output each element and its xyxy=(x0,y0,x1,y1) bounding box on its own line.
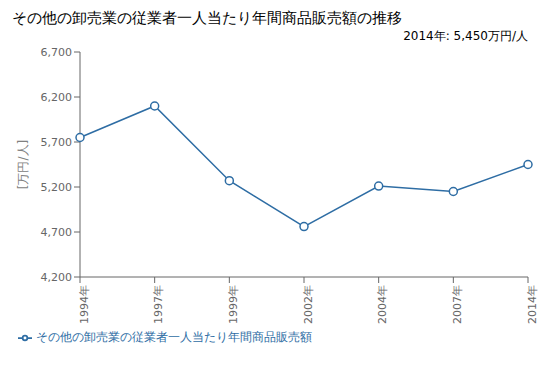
svg-text:5,700: 5,700 xyxy=(41,136,73,149)
svg-text:2004年: 2004年 xyxy=(376,285,389,324)
svg-text:1994年: 1994年 xyxy=(78,285,91,324)
html-text:2014年: 5,450万円/人: 2014年: 5,450万円/人 xyxy=(403,29,528,43)
html-text:その他の卸売業の従業者一人当たり年間商品販売額の推移: その他の卸売業の従業者一人当たり年間商品販売額の推移 xyxy=(12,9,402,27)
svg-text:[万円/人]: [万円/人] xyxy=(16,140,30,189)
svg-text:1997年: 1997年 xyxy=(152,285,165,324)
svg-text:4,200: 4,200 xyxy=(41,271,73,284)
svg-text:2014年: 2014年 xyxy=(526,285,539,324)
html-text:その他の卸売業の従業者一人当たり年間商品販売額: その他の卸売業の従業者一人当たり年間商品販売額 xyxy=(36,330,312,344)
svg-text:2002年: 2002年 xyxy=(302,285,315,324)
svg-text:6,200: 6,200 xyxy=(41,91,73,104)
svg-text:1999年: 1999年 xyxy=(227,285,240,324)
svg-text:5,200: 5,200 xyxy=(41,181,73,194)
svg-text:2007年: 2007年 xyxy=(451,285,464,324)
svg-text:6,700: 6,700 xyxy=(41,46,73,59)
svg-text:4,700: 4,700 xyxy=(41,226,73,239)
